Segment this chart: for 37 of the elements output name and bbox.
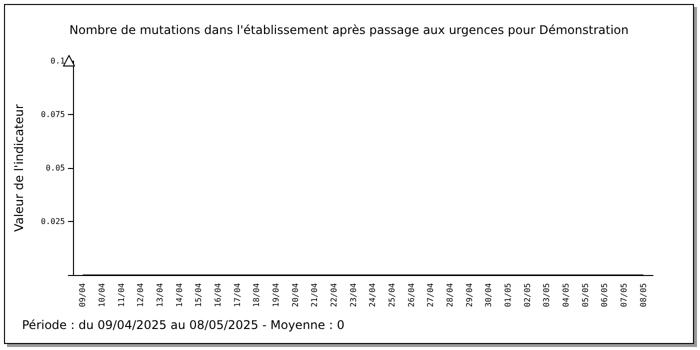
- x-tick-label: 16/04: [214, 282, 222, 308]
- x-tick-label: 05/05: [580, 282, 590, 308]
- y-tick-label: 0.1: [50, 56, 66, 66]
- x-tick-label: 04/05: [562, 282, 570, 308]
- x-tick-label: 14/04: [174, 282, 184, 308]
- chart-title: Nombre de mutations dans l'établissement après passage aux urgences pour Démonstration: [69, 23, 629, 37]
- y-tick-label: 0.025: [40, 217, 66, 226]
- x-tick-label: 27/04: [426, 282, 436, 308]
- x-tick-label: 15/04: [194, 282, 204, 308]
- x-tick-label: 29/04: [464, 282, 474, 308]
- x-tick-label: 11/04: [116, 282, 126, 308]
- y-axis-title: Valeur de l'indicateur: [12, 104, 26, 232]
- x-tick-label: 26/04: [406, 282, 416, 308]
- x-tick-label: 17/04: [232, 282, 242, 308]
- x-tick-label: 19/04: [272, 282, 280, 308]
- x-tick-label: 18/04: [252, 282, 262, 308]
- x-tick-label: 28/04: [446, 282, 454, 308]
- x-tick-label: 22/04: [330, 282, 338, 308]
- x-tick-label: 30/04: [484, 282, 494, 308]
- text: Période : du 09/04/2025 au 08/05/2025 - Moyenne : 0: [22, 318, 344, 332]
- x-tick-label: 07/05: [620, 282, 628, 308]
- x-tick-label: 09/04: [78, 282, 88, 308]
- x-tick-label: 25/04: [388, 282, 396, 308]
- y-tick-label: 0.075: [40, 110, 66, 119]
- y-tick-label: 0.05: [46, 164, 66, 172]
- x-tick-label: 24/04: [368, 282, 378, 308]
- x-tick-label: 23/04: [348, 282, 358, 308]
- x-tick-label: 06/05: [600, 282, 610, 308]
- x-tick-label: 02/05: [522, 282, 532, 308]
- x-tick-label: 21/04: [310, 282, 320, 308]
- x-tick-label: 01/05: [504, 282, 512, 308]
- x-tick-label: 08/05: [638, 282, 648, 308]
- x-tick-label: 20/04: [290, 282, 300, 308]
- x-tick-label: 13/04: [156, 282, 164, 308]
- x-tick-label: 12/04: [136, 282, 146, 308]
- x-tick-label: 10/04: [98, 282, 106, 308]
- x-tick-label: 03/05: [542, 282, 552, 308]
